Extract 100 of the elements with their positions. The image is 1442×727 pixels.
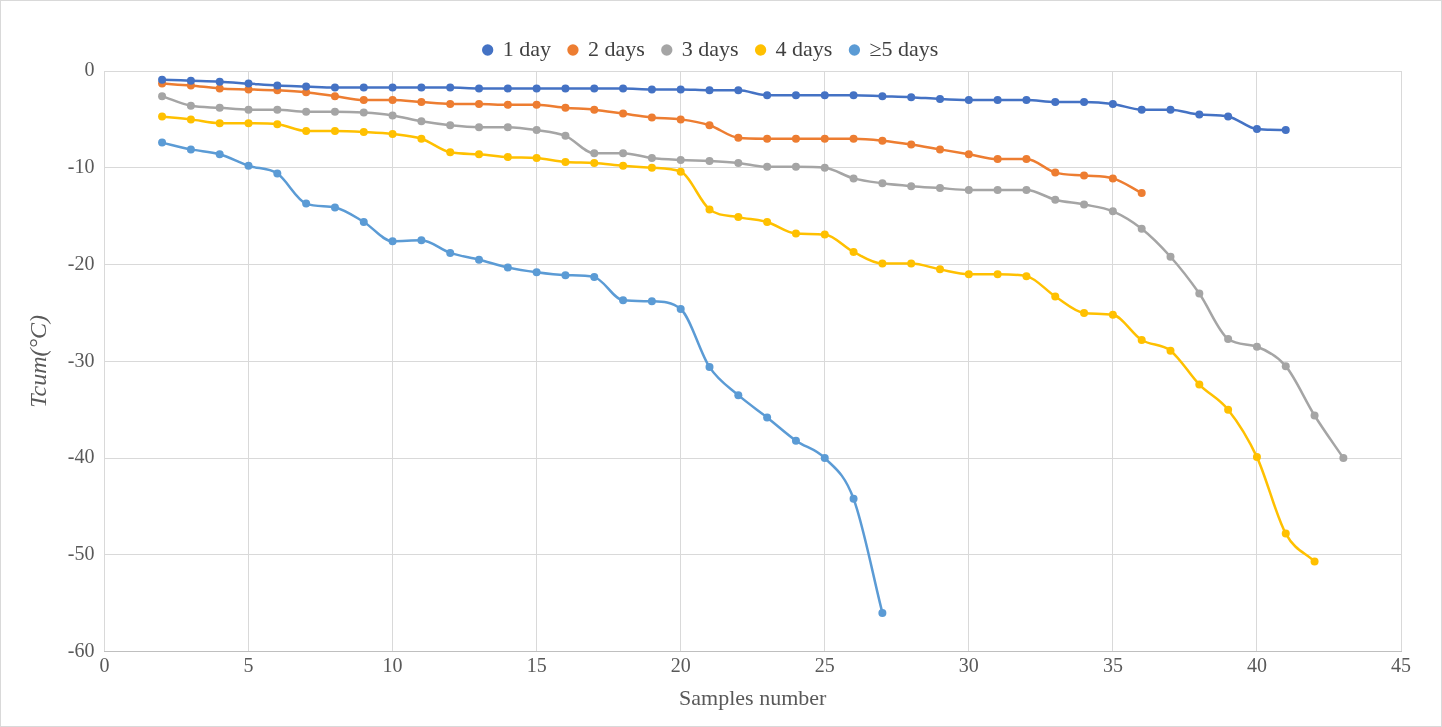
point [503, 123, 512, 132]
point [446, 121, 455, 130]
x-tick-label: 0 [99, 653, 110, 676]
point [1080, 308, 1089, 317]
x-tick-label: 30 [958, 653, 979, 676]
legend-label: ≥5 days [869, 35, 939, 61]
point [734, 158, 743, 167]
point [561, 103, 570, 112]
point [1224, 335, 1233, 344]
point [330, 203, 339, 212]
point [417, 97, 426, 106]
y-tick-label: -20 [67, 251, 95, 274]
point [849, 494, 858, 503]
point [215, 119, 224, 128]
point [791, 162, 800, 171]
point [1051, 195, 1060, 204]
point [417, 117, 426, 126]
point [1137, 336, 1146, 345]
point [907, 93, 916, 102]
point [791, 229, 800, 238]
point [791, 436, 800, 445]
point [359, 217, 368, 226]
point [503, 263, 512, 272]
point [1252, 453, 1261, 462]
point [878, 92, 887, 101]
legend-label: 2 days [587, 35, 645, 61]
point [878, 259, 887, 268]
point [186, 101, 195, 110]
point [244, 79, 253, 88]
point [186, 76, 195, 85]
point [705, 121, 714, 130]
point [1108, 207, 1117, 216]
y-tick-label: 0 [84, 58, 95, 81]
point [532, 100, 541, 109]
point [1224, 405, 1233, 414]
point [1137, 188, 1146, 197]
point [676, 115, 685, 124]
point [993, 270, 1002, 279]
point [676, 85, 685, 94]
legend-label: 1 day [502, 35, 551, 61]
point [475, 255, 484, 264]
point [330, 107, 339, 116]
point [705, 205, 714, 214]
point [158, 75, 167, 84]
point [590, 84, 599, 93]
point [820, 91, 829, 100]
point [475, 84, 484, 93]
point [849, 174, 858, 183]
point [705, 86, 714, 95]
x-tick-label: 10 [382, 653, 403, 676]
point [1281, 529, 1290, 538]
point [273, 81, 282, 90]
point [676, 167, 685, 176]
point [1080, 97, 1089, 106]
point [1108, 99, 1117, 108]
point [446, 148, 455, 157]
point [907, 140, 916, 149]
point [763, 134, 772, 143]
point [1166, 346, 1175, 355]
point [215, 77, 224, 86]
point [158, 92, 167, 101]
point [1166, 252, 1175, 261]
point [244, 161, 253, 170]
point [647, 297, 656, 306]
point [791, 134, 800, 143]
point [302, 82, 311, 91]
point [1195, 289, 1204, 298]
point [964, 150, 973, 159]
point [1022, 155, 1031, 164]
point [417, 83, 426, 92]
point [503, 84, 512, 93]
point [388, 111, 397, 120]
y-tick-label: -50 [67, 542, 95, 565]
x-tick-label: 45 [1391, 653, 1411, 676]
point [186, 115, 195, 124]
point [359, 96, 368, 105]
point [1051, 97, 1060, 106]
point [273, 120, 282, 129]
point [820, 163, 829, 172]
point [993, 186, 1002, 195]
point [763, 217, 772, 226]
point [532, 268, 541, 277]
point [532, 154, 541, 163]
point [417, 236, 426, 245]
point [561, 271, 570, 280]
point [734, 133, 743, 142]
point [936, 184, 945, 193]
point [619, 149, 628, 158]
point [244, 105, 253, 114]
x-tick-label: 40 [1246, 653, 1267, 676]
point [590, 149, 599, 158]
point [647, 113, 656, 122]
y-tick-label: -30 [67, 348, 95, 371]
point [647, 163, 656, 172]
point [273, 169, 282, 178]
point [705, 363, 714, 372]
point [388, 83, 397, 92]
point [388, 96, 397, 105]
point [186, 145, 195, 154]
point [1137, 224, 1146, 233]
